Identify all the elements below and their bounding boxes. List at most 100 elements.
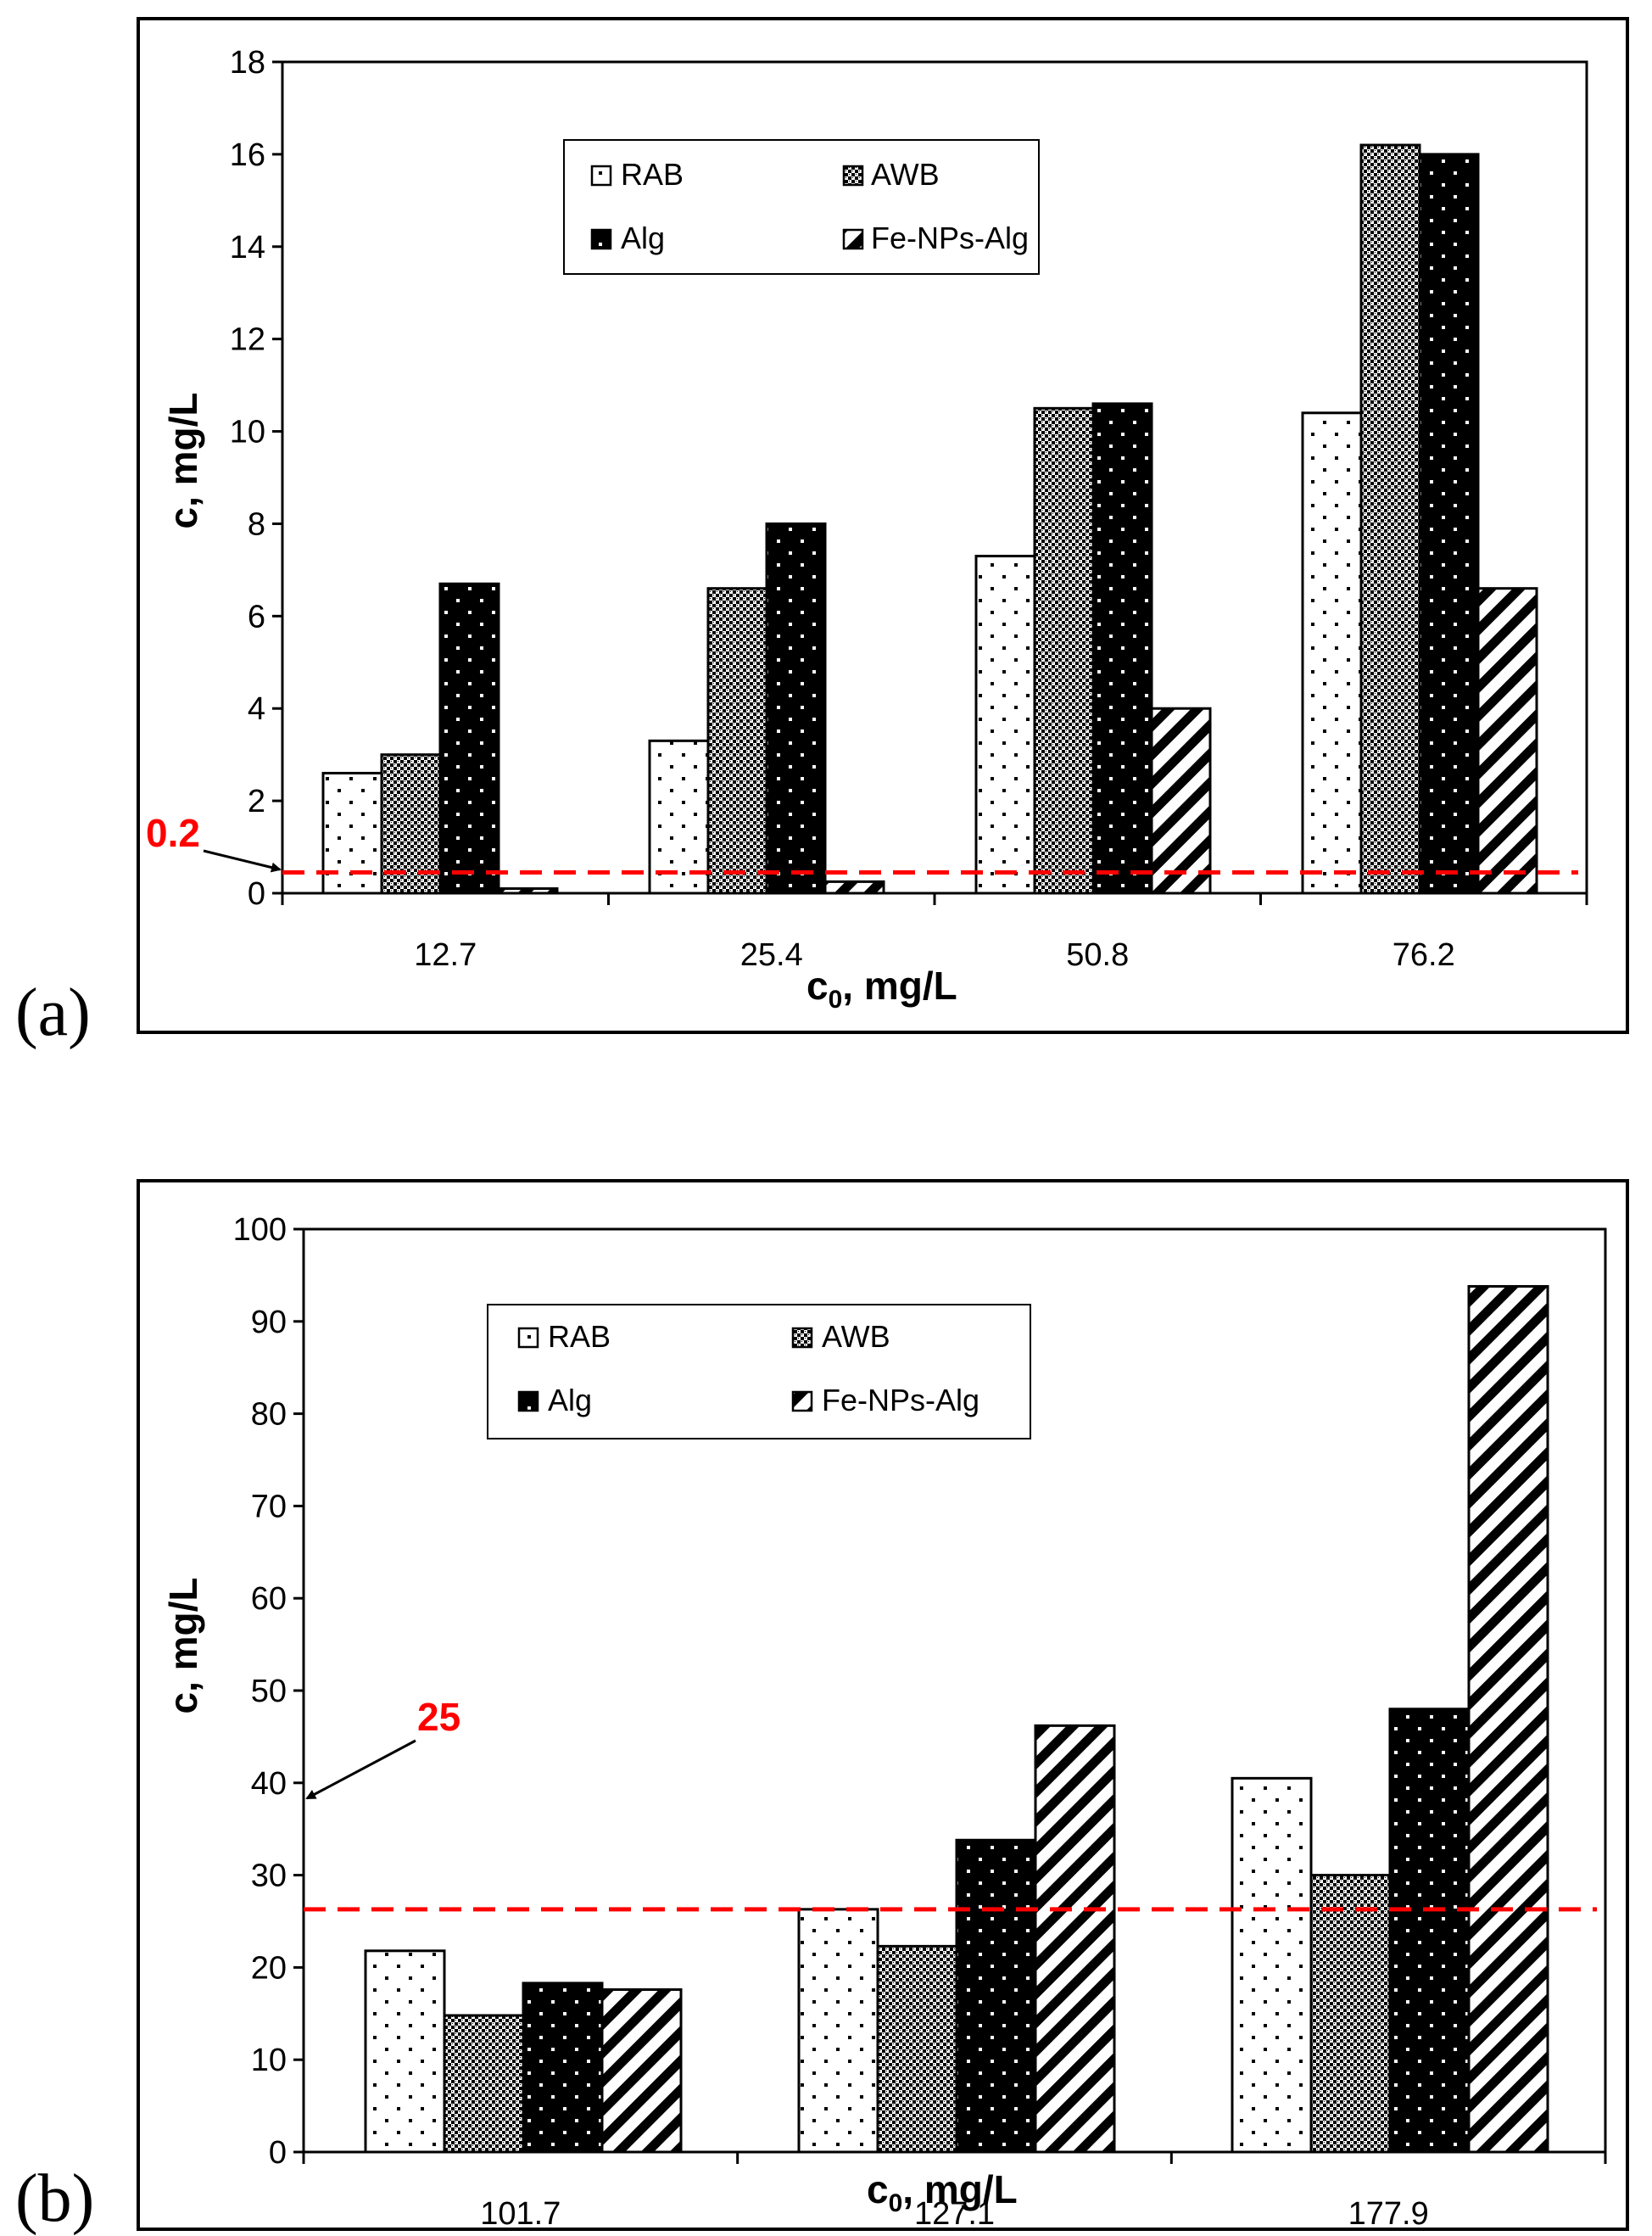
legend-swatch-awb bbox=[842, 165, 864, 187]
bar-rab-177-9 bbox=[1231, 1776, 1313, 2154]
bar-rab-101-7 bbox=[364, 1949, 446, 2154]
panel-b-x-axis-title: c0, mg/L bbox=[867, 2167, 1018, 2217]
bar-rab-25-4 bbox=[648, 739, 710, 895]
bar-fe-nps-alg-12-7 bbox=[497, 887, 559, 895]
panel-a-x-axis-title: c0, mg/L bbox=[806, 964, 957, 1014]
panel-b-x-axis: 101.7 127.1 177.9 bbox=[302, 2152, 1607, 2232]
y-tick-label: 30 bbox=[251, 1859, 287, 1894]
panel-b-x-axis-title-main: c bbox=[867, 2167, 889, 2211]
bar-rab-127-1 bbox=[797, 1908, 879, 2154]
bar-awb-50-8 bbox=[1033, 406, 1095, 895]
panel-a-y-axis-title: c, mg/L bbox=[161, 392, 205, 528]
legend-swatch-alg bbox=[517, 1390, 539, 1412]
y-tick-label: 0 bbox=[269, 2135, 287, 2171]
x-tick-label: 177.9 bbox=[1348, 2196, 1429, 2232]
legend-label-rab: RAB bbox=[621, 157, 684, 192]
legend-swatch-alg bbox=[590, 228, 612, 250]
y-tick-label: 40 bbox=[251, 1766, 287, 1802]
y-tick-label: 14 bbox=[230, 230, 265, 266]
panel-b-x-axis-title-unit: , mg/L bbox=[902, 2167, 1017, 2211]
bar-awb-177-9 bbox=[1309, 1874, 1392, 2154]
threshold-label: 25 bbox=[417, 1695, 460, 1739]
bar-awb-127-1 bbox=[876, 1944, 958, 2154]
chart-panel-b: 0 10 20 30 40 50 60 70 80 90 100 101.7 127.1 177.9 2… bbox=[15, 1179, 1629, 2236]
panel-a-legend-box bbox=[563, 139, 1040, 275]
y-tick-label: 60 bbox=[251, 1581, 287, 1617]
y-tick-label: 18 bbox=[230, 45, 265, 81]
y-tick-label: 80 bbox=[251, 1397, 287, 1433]
bar-fe-nps-alg-101-7 bbox=[600, 1988, 683, 2154]
bar-awb-101-7 bbox=[443, 2014, 525, 2154]
panel-a-x-axis: 12.7 25.4 50.8 76.2 bbox=[281, 893, 1588, 973]
bar-alg-25-4 bbox=[765, 522, 827, 895]
bar-rab-12-7 bbox=[321, 771, 383, 895]
legend-label-awb: AWB bbox=[822, 1319, 890, 1354]
legend-label-alg: Alg bbox=[621, 221, 665, 255]
y-tick-label: 4 bbox=[248, 691, 265, 727]
bar-fe-nps-alg-50-8 bbox=[1150, 707, 1212, 895]
panel-b-bars bbox=[364, 1284, 1549, 2154]
panel-b-threshold: 25 bbox=[304, 1695, 1597, 1912]
panel-b-legend: RAB AWB Alg Fe-NPs-Alg bbox=[487, 1304, 1031, 1439]
bar-fe-nps-alg-127-1 bbox=[1034, 1724, 1116, 2154]
threshold-arrow bbox=[203, 849, 282, 873]
panel-a-y-axis: 0 2 4 6 8 10 12 14 16 18 bbox=[230, 45, 282, 912]
y-tick-label: 8 bbox=[248, 506, 265, 542]
y-tick-label: 70 bbox=[251, 1489, 287, 1524]
y-tick-label: 16 bbox=[230, 137, 265, 173]
legend-label-fe-nps-alg: Fe-NPs-Alg bbox=[871, 221, 1029, 255]
bar-alg-177-9 bbox=[1388, 1708, 1471, 2154]
bar-fe-nps-alg-177-9 bbox=[1467, 1284, 1549, 2154]
y-tick-label: 10 bbox=[230, 415, 265, 450]
panel-b-x-axis-title-sub: 0 bbox=[889, 2189, 903, 2217]
panel-b-y-axis-title: c, mg/L bbox=[161, 1577, 205, 1713]
panel-b-legend-box bbox=[487, 1304, 1031, 1439]
x-tick-label: 101.7 bbox=[480, 2196, 561, 2232]
panel-a-threshold: 0.2 bbox=[146, 811, 1578, 875]
legend-label-rab: RAB bbox=[548, 1319, 611, 1354]
legend-swatch-rab bbox=[517, 1327, 539, 1349]
bar-alg-127-1 bbox=[955, 1838, 1037, 2154]
y-tick-label: 0 bbox=[248, 876, 265, 912]
bar-alg-12-7 bbox=[438, 582, 500, 895]
x-tick-label: 25.4 bbox=[740, 937, 803, 973]
panel-b-label: (b) bbox=[15, 2161, 94, 2236]
bar-fe-nps-alg-25-4 bbox=[823, 880, 885, 895]
y-tick-label: 50 bbox=[251, 1674, 287, 1709]
legend-swatch-rab bbox=[590, 165, 612, 187]
legend-swatch-awb bbox=[791, 1327, 813, 1349]
y-tick-label: 2 bbox=[248, 784, 265, 819]
bar-alg-76-2 bbox=[1418, 153, 1480, 895]
y-tick-label: 90 bbox=[251, 1305, 287, 1340]
legend-swatch-fe-nps-alg bbox=[842, 228, 864, 250]
bar-awb-76-2 bbox=[1359, 143, 1421, 895]
panel-a-label: (a) bbox=[15, 975, 91, 1050]
panel-a-x-axis-title-unit: , mg/L bbox=[842, 964, 957, 1008]
bar-alg-50-8 bbox=[1091, 402, 1153, 895]
legend-label-awb: AWB bbox=[871, 157, 940, 192]
bar-awb-12-7 bbox=[380, 753, 442, 895]
bar-fe-nps-alg-76-2 bbox=[1476, 587, 1538, 895]
bar-rab-50-8 bbox=[974, 555, 1036, 895]
x-tick-label: 12.7 bbox=[414, 937, 477, 973]
y-tick-label: 12 bbox=[230, 322, 265, 358]
panel-a-legend: RAB AWB Alg Fe-NPs-Alg bbox=[563, 139, 1040, 275]
panel-a-bars bbox=[321, 143, 1538, 895]
legend-swatch-fe-nps-alg bbox=[791, 1390, 813, 1412]
legend-label-alg: Alg bbox=[548, 1383, 592, 1417]
bar-rab-76-2 bbox=[1301, 411, 1363, 895]
bar-alg-101-7 bbox=[522, 1982, 604, 2154]
legend-label-fe-nps-alg: Fe-NPs-Alg bbox=[822, 1383, 979, 1417]
chart-panel-a: 0 2 4 6 8 10 12 14 16 18 12.7 25.4 50.8 76.2 0.2 RAB… bbox=[15, 17, 1629, 1050]
x-tick-label: 76.2 bbox=[1392, 937, 1455, 973]
x-tick-label: 50.8 bbox=[1066, 937, 1129, 973]
panel-b-y-axis: 0 10 20 30 40 50 60 70 80 90 100 bbox=[233, 1212, 304, 2171]
y-tick-label: 6 bbox=[248, 599, 265, 634]
y-tick-label: 20 bbox=[251, 1950, 287, 1986]
y-tick-label: 100 bbox=[233, 1212, 287, 1248]
panel-a-x-axis-title-sub: 0 bbox=[829, 986, 843, 1014]
bar-awb-25-4 bbox=[706, 587, 768, 895]
threshold-label: 0.2 bbox=[146, 811, 200, 855]
x-tick-label: 127.1 bbox=[914, 2196, 995, 2232]
